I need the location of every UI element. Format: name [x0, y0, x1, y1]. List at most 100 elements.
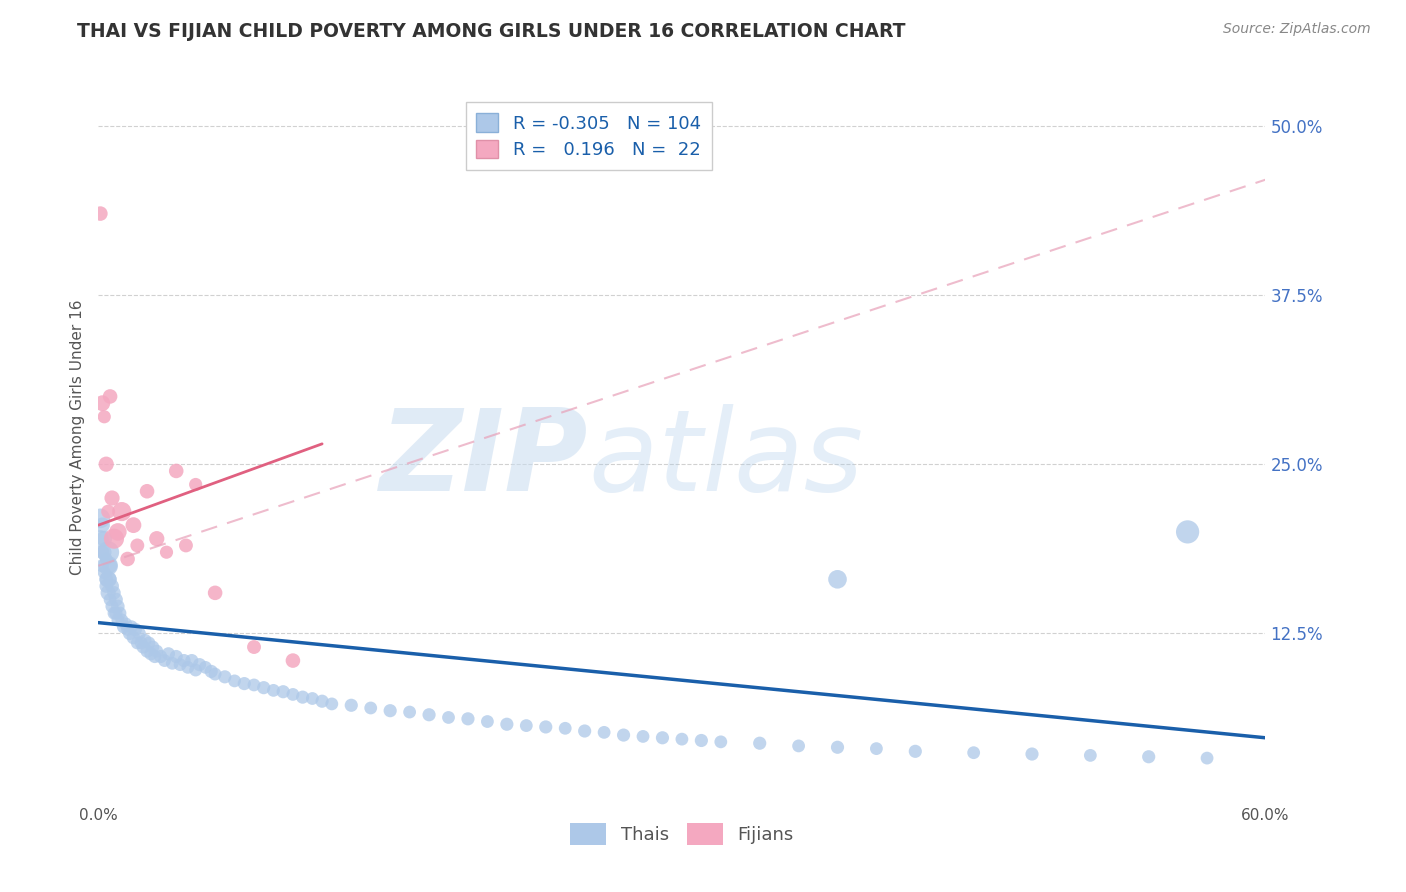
Point: [104, 606, 127, 620]
Point: [98, 558, 121, 573]
Point: [437, 710, 460, 724]
Point: [177, 660, 200, 674]
Point: [1080, 748, 1102, 763]
Point: [136, 644, 159, 658]
Point: [107, 599, 129, 614]
Point: [155, 545, 177, 559]
Point: [97, 545, 120, 559]
Point: [91, 545, 114, 559]
Point: [534, 720, 557, 734]
Point: [132, 640, 155, 654]
Point: [91, 518, 114, 533]
Point: [103, 532, 125, 546]
Point: [173, 654, 195, 668]
Point: [107, 524, 129, 539]
Point: [96, 572, 118, 586]
Point: [651, 731, 673, 745]
Point: [89, 206, 111, 220]
Point: [904, 744, 927, 758]
Point: [124, 623, 146, 637]
Point: [101, 599, 124, 614]
Point: [194, 660, 217, 674]
Point: [122, 631, 145, 645]
Point: [122, 518, 145, 533]
Point: [93, 566, 115, 580]
Point: [496, 717, 519, 731]
Point: [690, 733, 713, 747]
Point: [104, 592, 127, 607]
Point: [96, 457, 118, 471]
Point: [515, 718, 537, 732]
Point: [165, 464, 187, 478]
Point: [169, 657, 191, 672]
Point: [418, 707, 440, 722]
Point: [613, 728, 636, 742]
Point: [398, 705, 420, 719]
Point: [98, 592, 121, 607]
Point: [174, 538, 197, 552]
Point: [93, 409, 115, 424]
Point: [233, 676, 256, 690]
Point: [98, 572, 121, 586]
Point: [204, 586, 226, 600]
Point: [671, 732, 693, 747]
Point: [146, 644, 169, 658]
Point: [101, 579, 124, 593]
Point: [136, 484, 159, 499]
Point: [1177, 524, 1199, 539]
Text: Source: ZipAtlas.com: Source: ZipAtlas.com: [1223, 22, 1371, 37]
Point: [574, 724, 596, 739]
Point: [243, 640, 266, 654]
Point: [827, 572, 849, 586]
Point: [214, 670, 236, 684]
Point: [281, 688, 304, 702]
Point: [321, 697, 343, 711]
Point: [340, 698, 363, 713]
Point: [243, 678, 266, 692]
Point: [253, 681, 276, 695]
Point: [184, 663, 207, 677]
Point: [311, 694, 333, 708]
Point: [291, 690, 314, 705]
Point: [748, 736, 770, 750]
Point: [593, 725, 616, 739]
Point: [184, 477, 207, 491]
Point: [93, 545, 115, 559]
Point: [962, 746, 984, 760]
Point: [96, 579, 118, 593]
Point: [262, 683, 284, 698]
Point: [360, 701, 382, 715]
Point: [146, 532, 169, 546]
Point: [91, 558, 114, 573]
Point: [129, 636, 152, 650]
Point: [200, 665, 222, 679]
Point: [89, 511, 111, 525]
Point: [631, 730, 654, 744]
Point: [1137, 749, 1160, 764]
Point: [380, 704, 402, 718]
Point: [111, 505, 134, 519]
Point: [827, 740, 849, 755]
Point: [91, 396, 114, 410]
Point: [89, 532, 111, 546]
Point: [142, 640, 165, 654]
Point: [111, 613, 134, 627]
Point: [128, 626, 150, 640]
Point: [121, 620, 143, 634]
Point: [117, 552, 139, 566]
Point: [153, 654, 176, 668]
Point: [97, 572, 120, 586]
Point: [865, 741, 887, 756]
Point: [204, 667, 226, 681]
Point: [114, 617, 136, 632]
Legend: Thais, Fijians: Thais, Fijians: [562, 816, 801, 852]
Text: atlas: atlas: [589, 403, 863, 515]
Point: [139, 647, 162, 661]
Point: [162, 657, 184, 671]
Point: [188, 657, 211, 672]
Point: [157, 647, 180, 661]
Point: [108, 606, 131, 620]
Point: [1195, 751, 1218, 765]
Y-axis label: Child Poverty Among Girls Under 16: Child Poverty Among Girls Under 16: [69, 300, 84, 574]
Point: [97, 558, 120, 573]
